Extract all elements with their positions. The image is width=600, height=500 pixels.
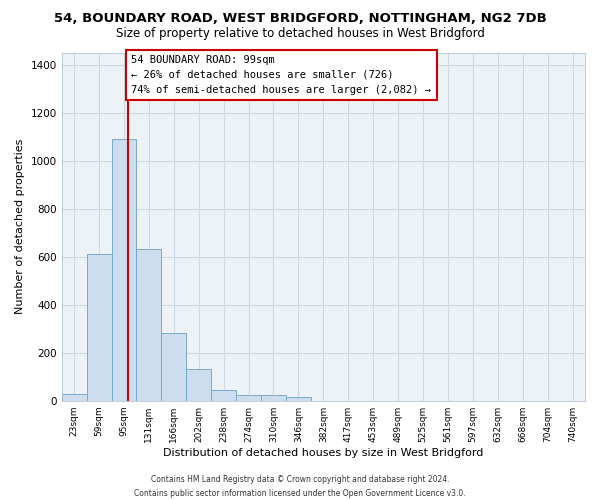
Bar xyxy=(161,334,186,400)
Bar xyxy=(186,370,211,400)
Text: 54, BOUNDARY ROAD, WEST BRIDGFORD, NOTTINGHAM, NG2 7DB: 54, BOUNDARY ROAD, WEST BRIDGFORD, NOTTI… xyxy=(53,12,547,26)
Bar xyxy=(236,394,261,400)
Bar xyxy=(286,397,311,400)
X-axis label: Distribution of detached houses by size in West Bridgford: Distribution of detached houses by size … xyxy=(163,448,484,458)
Bar xyxy=(136,250,161,400)
Y-axis label: Number of detached properties: Number of detached properties xyxy=(15,139,25,314)
Bar xyxy=(86,254,112,400)
Bar xyxy=(211,390,236,400)
Bar xyxy=(62,394,86,400)
Text: Size of property relative to detached houses in West Bridgford: Size of property relative to detached ho… xyxy=(116,28,484,40)
Bar xyxy=(112,139,136,400)
Text: 54 BOUNDARY ROAD: 99sqm
← 26% of detached houses are smaller (726)
74% of semi-d: 54 BOUNDARY ROAD: 99sqm ← 26% of detache… xyxy=(131,55,431,94)
Text: Contains HM Land Registry data © Crown copyright and database right 2024.
Contai: Contains HM Land Registry data © Crown c… xyxy=(134,476,466,498)
Bar xyxy=(261,394,286,400)
